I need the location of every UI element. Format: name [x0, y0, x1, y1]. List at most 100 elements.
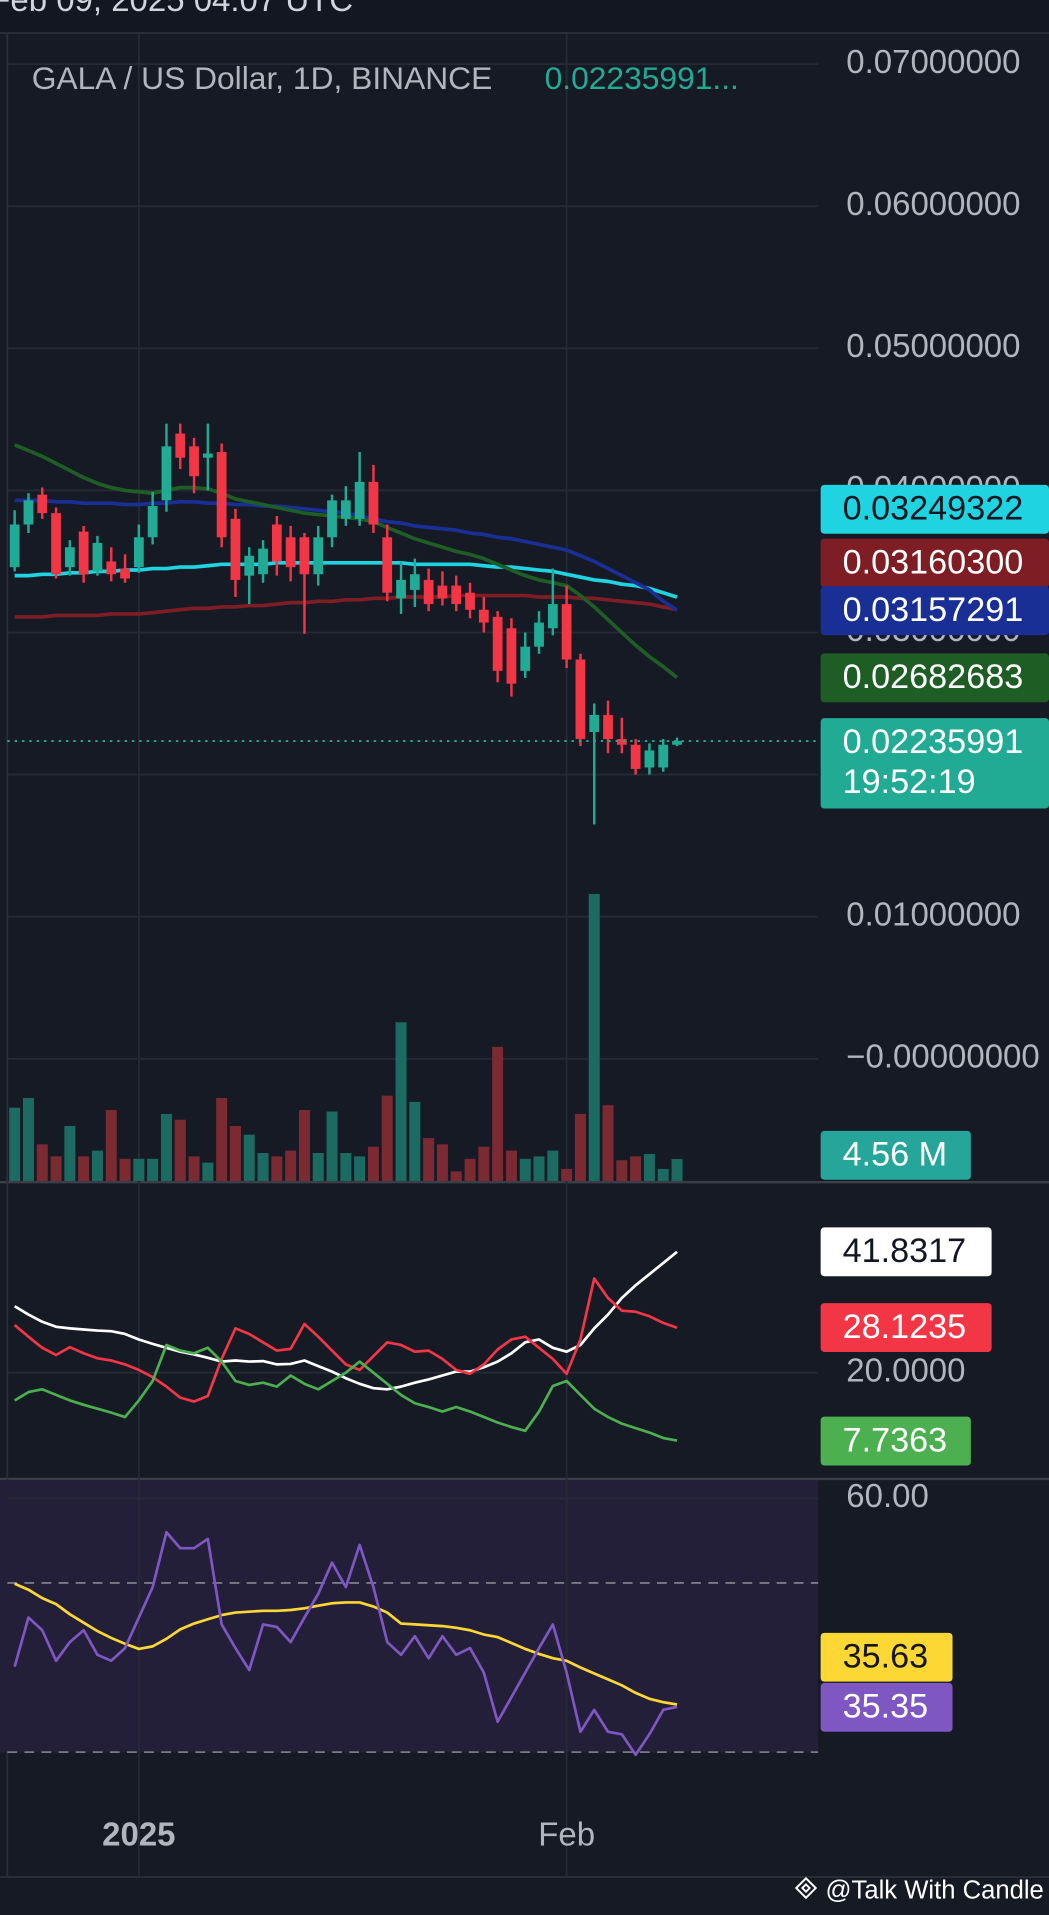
candle-body — [299, 537, 310, 575]
volume-bar — [671, 1158, 683, 1181]
volume-bar — [91, 1150, 103, 1181]
candle-body — [478, 609, 489, 623]
candle-body — [382, 537, 393, 593]
y-tick-label: 0.07000000 — [846, 43, 1020, 80]
volume-bar — [188, 1156, 200, 1181]
volume-bar — [450, 1171, 462, 1181]
volume-bar — [64, 1125, 76, 1181]
candle-body — [271, 524, 282, 562]
volume-bar — [326, 1111, 338, 1181]
candle-body — [561, 604, 572, 660]
candle-body — [106, 561, 117, 575]
price-badge — [820, 484, 1049, 534]
volume-bar — [9, 1107, 21, 1181]
volume-bar — [312, 1153, 324, 1181]
candle-body — [285, 537, 296, 568]
price-badge — [820, 1130, 971, 1180]
volume-bar — [354, 1156, 366, 1181]
y-tick-label: −0.00000000 — [846, 1037, 1039, 1074]
volume-bar — [367, 1146, 379, 1181]
candle-body — [603, 714, 613, 740]
volume-bar — [257, 1153, 269, 1181]
volume-bar — [423, 1138, 435, 1181]
candle-body — [216, 452, 227, 538]
candle-body — [547, 604, 558, 629]
price-badge — [820, 1303, 992, 1352]
volume-bar — [657, 1168, 669, 1181]
volume-bar — [616, 1160, 628, 1181]
volume-bar — [519, 1158, 531, 1181]
volume-bar — [243, 1134, 255, 1181]
candle-body — [23, 500, 34, 525]
volume-bar — [574, 1113, 586, 1181]
line-series — [13, 1250, 678, 1391]
volume-bar — [505, 1150, 517, 1181]
volume-bar — [105, 1110, 117, 1181]
badge-label: 7.7363 — [843, 1421, 948, 1459]
candle-body — [244, 555, 255, 576]
price-badge — [820, 1632, 953, 1682]
volume-bar — [630, 1156, 642, 1181]
candle-body — [354, 481, 365, 519]
line-series — [13, 1277, 678, 1403]
price-badge — [820, 718, 1049, 809]
candle-body — [451, 585, 462, 605]
volume-bar — [202, 1162, 214, 1181]
volume-bar — [36, 1144, 48, 1181]
candle-body — [161, 446, 172, 501]
watermark-icon — [794, 1876, 818, 1900]
volume-bar — [561, 1168, 573, 1181]
volume-bar — [464, 1158, 476, 1181]
candle-body — [340, 500, 351, 519]
volume-bar — [602, 1105, 614, 1181]
volume-bar — [409, 1101, 421, 1181]
line-series — [13, 1343, 678, 1442]
volume-bar — [119, 1158, 131, 1181]
price-badge — [820, 1682, 953, 1732]
candle-body — [37, 494, 48, 514]
candle-body — [92, 542, 103, 572]
price-badge — [820, 586, 1049, 636]
badge-label: 35.63 — [843, 1637, 929, 1675]
candle-body — [78, 531, 89, 575]
volume-bar — [340, 1153, 352, 1181]
countdown: 19:52:19 — [843, 763, 976, 801]
chart-title: GALA / US Dollar, 1D, BINANCE — [32, 60, 493, 96]
y-tick-label: 60.00 — [846, 1477, 929, 1514]
y-tick-label: 0.01000000 — [846, 895, 1020, 932]
badge-label: 0.02682683 — [843, 658, 1024, 696]
title-value: 0.02235991... — [545, 60, 739, 96]
candle-body — [437, 585, 448, 599]
volume-bar — [229, 1125, 241, 1181]
candle-body — [644, 750, 655, 768]
volume-bar — [381, 1095, 393, 1181]
volume-bar — [160, 1113, 172, 1181]
candle-body — [396, 579, 406, 599]
candle-body — [658, 744, 669, 768]
candle-body — [9, 524, 20, 568]
candle-body — [630, 744, 641, 769]
candle-body — [465, 592, 475, 610]
volume-bar — [271, 1156, 283, 1181]
badge-label: 0.02235991 — [843, 723, 1024, 761]
x-tick-label: Feb — [538, 1815, 595, 1852]
plot: 2025 Feb 0.07000000 0.06000000 0.05000000 0.0… — [7, 34, 1049, 1878]
price-badge — [820, 1227, 992, 1277]
volume-bar — [147, 1158, 159, 1181]
volume-bar — [395, 1022, 407, 1181]
candle-body — [327, 500, 337, 538]
candle-body — [589, 714, 600, 732]
volume-bar — [436, 1144, 448, 1181]
volume-bar — [588, 893, 600, 1181]
rsi-band — [0, 1480, 819, 1753]
volume-bar — [22, 1098, 34, 1181]
volume-bar — [133, 1158, 145, 1181]
volume-bar — [643, 1153, 655, 1181]
x-tick-label: 2025 — [102, 1815, 175, 1852]
candle-body — [133, 537, 144, 568]
candle-body — [616, 739, 627, 745]
line-series — [14, 1582, 678, 1706]
volume-bar — [174, 1119, 186, 1181]
price-badge — [820, 1416, 971, 1466]
